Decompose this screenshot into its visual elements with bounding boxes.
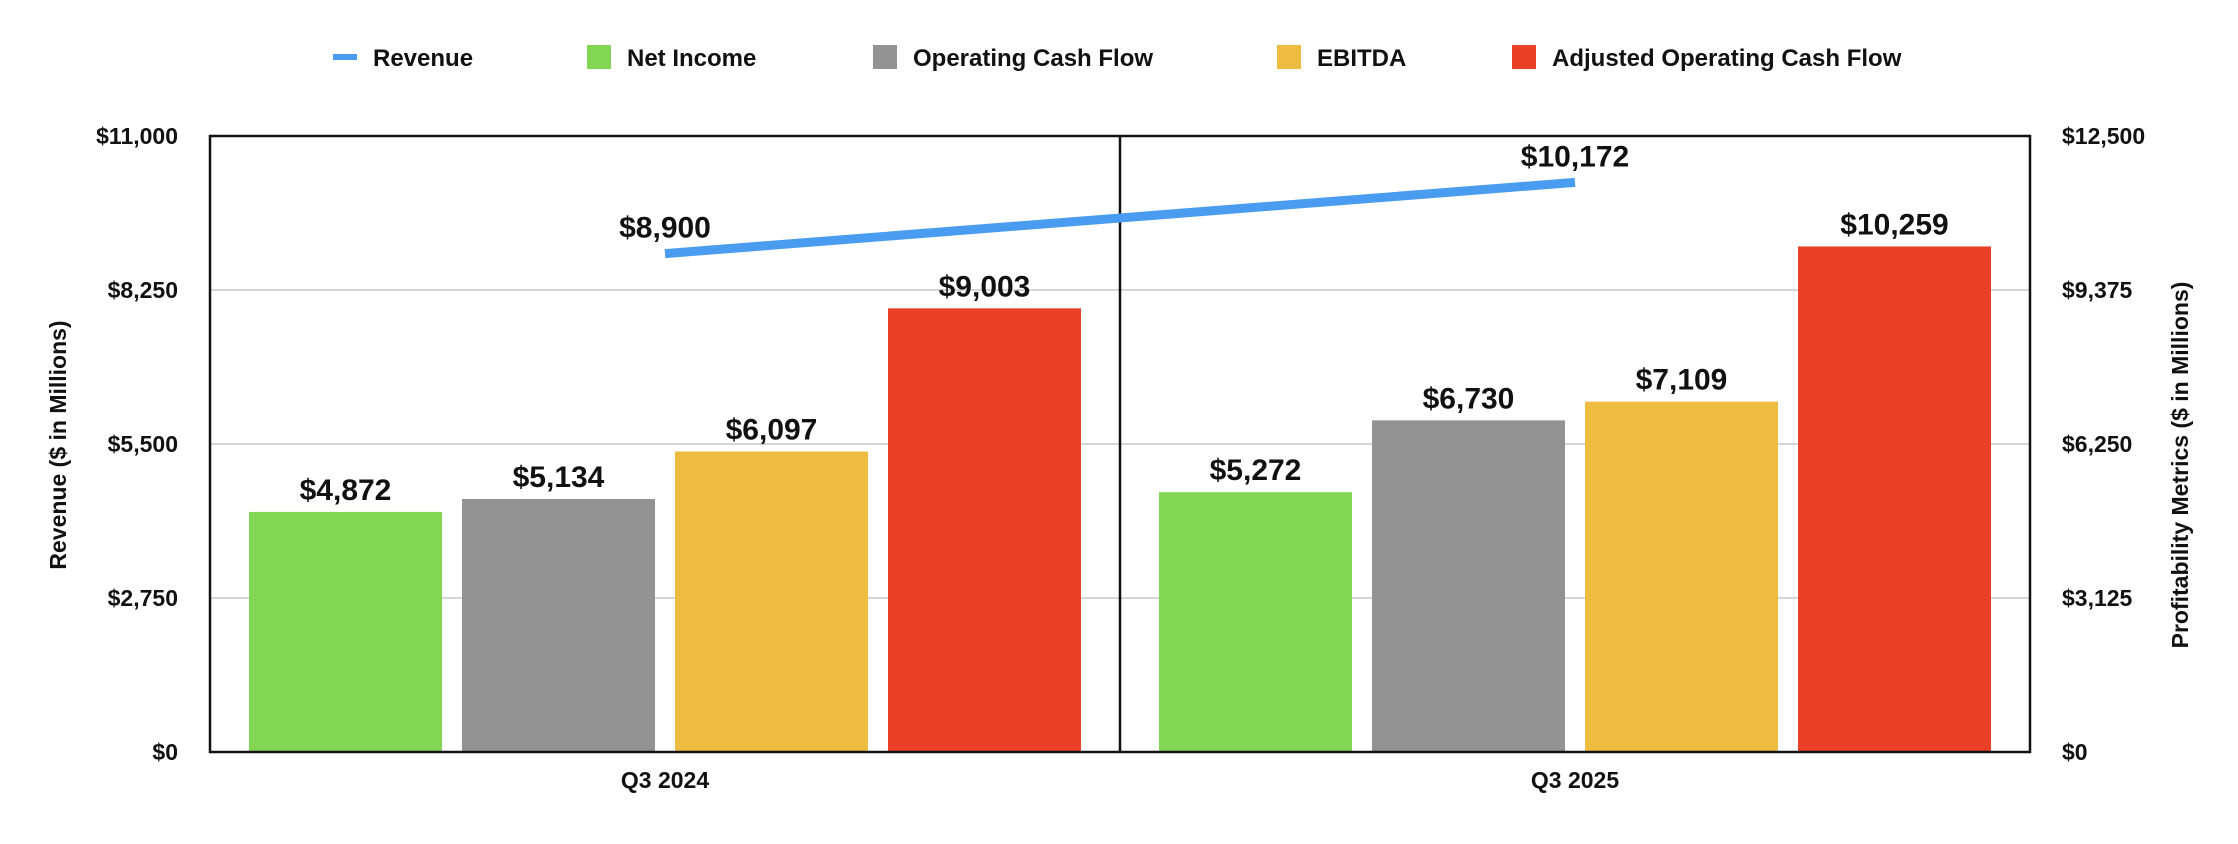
legend-label: Net Income bbox=[627, 45, 756, 72]
plot-frame bbox=[208, 134, 2032, 754]
bar-ebitda-1 bbox=[1585, 401, 1778, 752]
bar-net-income-0 bbox=[249, 511, 442, 752]
legend-item-ebitda: EBITDA bbox=[1277, 45, 1406, 72]
legend-swatch bbox=[1277, 45, 1301, 69]
data-label: $4,872 bbox=[300, 474, 392, 507]
legend-item-adjusted-operating-cash-flow: Adjusted Operating Cash Flow bbox=[1512, 45, 1902, 72]
y-axis-right-title: Profitability Metrics ($ in Millions) bbox=[2167, 282, 2193, 649]
bar-ebitda-0 bbox=[675, 451, 868, 752]
bar-operating-cash-flow-0 bbox=[462, 498, 655, 752]
legend-swatch bbox=[1512, 45, 1536, 69]
legend-swatch bbox=[873, 45, 897, 69]
data-label: $6,730 bbox=[1423, 382, 1515, 415]
bars bbox=[249, 246, 1991, 753]
legend: Revenue Net Income Operating Cash Flow EBIT… bbox=[333, 45, 1902, 72]
axis-ticks: Q3 2024 Q3 2025 $0 $2,750 $5,500 $8,250 $11,00… bbox=[96, 123, 2145, 793]
data-labels: $4,872 $5,134 $6,097 $9,003 $5,272 $6,730 $7,1… bbox=[300, 140, 1949, 507]
data-label: $5,272 bbox=[1210, 454, 1302, 487]
data-label: $7,109 bbox=[1636, 364, 1728, 397]
legend-label: Adjusted Operating Cash Flow bbox=[1552, 45, 1902, 72]
data-label: $6,097 bbox=[726, 414, 818, 447]
y-left-tick-label: $11,000 bbox=[96, 123, 178, 149]
revenue-label: $8,900 bbox=[619, 212, 711, 245]
revenue-line-segment bbox=[664, 177, 1576, 259]
legend-label: Revenue bbox=[373, 45, 473, 72]
data-label: $5,134 bbox=[513, 461, 605, 494]
revenue-line bbox=[664, 177, 1576, 259]
bar-operating-cash-flow-1 bbox=[1372, 420, 1565, 752]
legend-swatch bbox=[333, 54, 357, 60]
y-right-tick-label: $12,500 bbox=[2062, 123, 2145, 149]
data-label: $9,003 bbox=[939, 270, 1031, 303]
legend-item-net-income: Net Income bbox=[587, 45, 756, 72]
bar-adjusted-operating-cash-flow-0 bbox=[888, 308, 1081, 752]
revenue-label: $10,172 bbox=[1521, 140, 1629, 173]
legend-swatch bbox=[587, 45, 611, 69]
y-right-tick-label: $9,375 bbox=[2062, 277, 2133, 303]
y-axis-left-title: Revenue ($ in Millions) bbox=[45, 320, 71, 569]
legend-label: EBITDA bbox=[1317, 45, 1406, 72]
bar-adjusted-operating-cash-flow-1 bbox=[1798, 246, 1991, 753]
y-right-tick-label: $3,125 bbox=[2062, 585, 2133, 611]
bar-net-income-1 bbox=[1159, 492, 1352, 752]
y-right-tick-label: $6,250 bbox=[2062, 431, 2132, 457]
y-left-tick-label: $5,500 bbox=[108, 431, 178, 457]
y-left-tick-label: $2,750 bbox=[108, 585, 178, 611]
legend-item-operating-cash-flow: Operating Cash Flow bbox=[873, 45, 1153, 72]
y-right-tick-label: $0 bbox=[2062, 739, 2088, 765]
x-tick-label: Q3 2024 bbox=[621, 767, 709, 793]
data-label: $10,259 bbox=[1840, 208, 1948, 241]
x-tick-label: Q3 2025 bbox=[1531, 767, 1619, 793]
legend-item-revenue: Revenue bbox=[333, 45, 473, 72]
y-left-tick-label: $0 bbox=[152, 739, 178, 765]
legend-label: Operating Cash Flow bbox=[913, 45, 1153, 72]
y-left-tick-label: $8,250 bbox=[108, 277, 178, 303]
